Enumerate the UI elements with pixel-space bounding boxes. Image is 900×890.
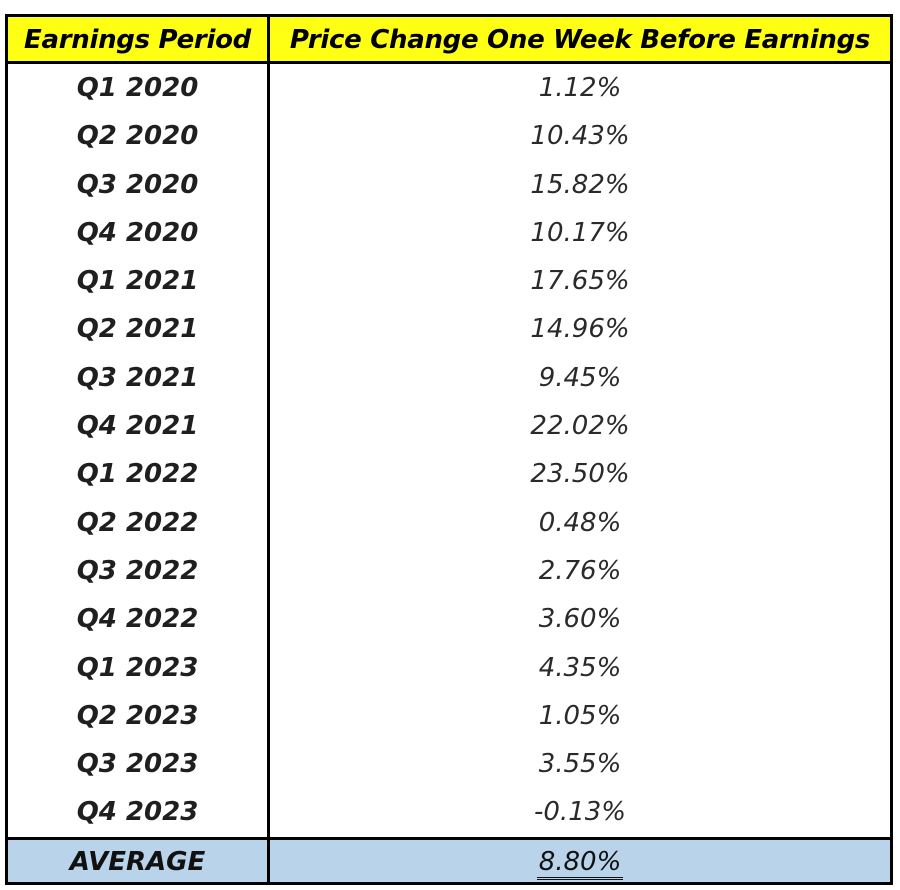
price-change-cell: 15.82% xyxy=(530,169,630,200)
table-row: Q3 2023 3.55% xyxy=(8,740,890,789)
period-cell: Q3 2022 xyxy=(8,546,270,596)
period-cell: Q4 2020 xyxy=(8,208,270,258)
period-cell: Q2 2021 xyxy=(8,305,270,354)
price-change-cell: 17.65% xyxy=(530,266,630,297)
table-row: Q3 2022 2.76% xyxy=(8,546,890,596)
period-cell: Q4 2023 xyxy=(8,788,270,837)
period-cell: Q3 2020 xyxy=(8,160,270,209)
period-cell: Q1 2021 xyxy=(8,257,270,306)
table-row: Q3 2020 15.82% xyxy=(8,160,890,209)
price-change-cell: 0.48% xyxy=(538,507,622,538)
table-row: Q1 2021 17.65% xyxy=(8,257,890,306)
average-value-cell: 8.80% xyxy=(270,840,890,882)
table-row: Q4 2021 22.02% xyxy=(8,402,890,451)
price-change-cell: 1.05% xyxy=(538,700,622,731)
price-change-cell: 9.45% xyxy=(538,362,622,393)
price-change-cell: 2.76% xyxy=(538,555,622,586)
table-body: Q1 2020 1.12% Q2 2020 10.43% Q3 2020 15.82% Q4… xyxy=(8,64,890,837)
price-change-cell: 3.55% xyxy=(538,749,622,780)
period-cell: Q4 2021 xyxy=(8,402,270,451)
table-row: Q2 2021 14.96% xyxy=(8,305,890,354)
price-change-cell: 14.96% xyxy=(530,314,630,345)
period-cell: Q3 2023 xyxy=(8,740,270,789)
price-change-cell: 22.02% xyxy=(530,411,630,442)
table-row: Q3 2021 9.45% xyxy=(8,353,890,403)
earnings-table: Earnings Period Price Change One Week Be… xyxy=(5,14,893,885)
table-row: Q2 2020 10.43% xyxy=(8,112,890,161)
period-cell: Q2 2023 xyxy=(8,691,270,741)
period-cell: Q4 2022 xyxy=(8,595,270,644)
period-cell: Q2 2020 xyxy=(8,112,270,161)
table-header-row: Earnings Period Price Change One Week Be… xyxy=(8,17,890,64)
period-cell: Q2 2022 xyxy=(8,498,270,547)
price-change-cell: 3.60% xyxy=(538,604,622,635)
table-row: Q1 2020 1.12% xyxy=(8,64,890,113)
price-change-cell: 1.12% xyxy=(538,73,622,103)
price-change-cell: 23.50% xyxy=(530,459,630,490)
table-row: Q4 2020 10.17% xyxy=(8,208,890,258)
header-price-change: Price Change One Week Before Earnings xyxy=(289,25,871,55)
header-earnings-period: Earnings Period xyxy=(8,17,270,61)
period-cell: Q1 2020 xyxy=(8,64,270,113)
price-change-cell: -0.13% xyxy=(534,797,626,828)
table-row: Q1 2022 23.50% xyxy=(8,450,890,499)
table-row: Q4 2022 3.60% xyxy=(8,595,890,644)
table-row: Q4 2023 -0.13% xyxy=(8,788,890,837)
average-row: AVERAGE 8.80% xyxy=(8,836,890,882)
average-label: AVERAGE xyxy=(8,839,270,882)
period-cell: Q1 2022 xyxy=(8,450,270,499)
table-row: Q2 2023 1.05% xyxy=(8,691,890,741)
period-cell: Q3 2021 xyxy=(8,353,270,403)
table-row: Q2 2022 0.48% xyxy=(8,498,890,547)
price-change-cell: 10.43% xyxy=(530,121,630,152)
price-change-cell: 4.35% xyxy=(538,652,622,683)
period-cell: Q1 2023 xyxy=(8,643,270,692)
table-row: Q1 2023 4.35% xyxy=(8,643,890,692)
price-change-cell: 10.17% xyxy=(530,217,630,248)
average-value: 8.80% xyxy=(536,847,624,880)
